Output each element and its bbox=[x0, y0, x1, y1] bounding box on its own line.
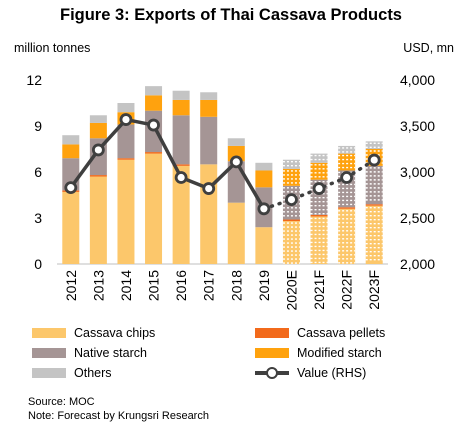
bar-segment-modified-starch bbox=[200, 99, 218, 117]
bar-segment-cassava-chips bbox=[227, 202, 245, 264]
bar-segment-modified-starch bbox=[338, 153, 356, 171]
bar-segment-modified-starch bbox=[282, 168, 300, 186]
right-tick-label: 2,000 bbox=[400, 256, 435, 272]
bar-segment-native-starch bbox=[117, 124, 135, 159]
bar-segment-others bbox=[310, 153, 328, 163]
left-tick-label: 12 bbox=[26, 72, 42, 88]
value-marker bbox=[91, 143, 105, 157]
bar-segment-cassava-pellets bbox=[145, 152, 163, 154]
category-label: 2012 bbox=[63, 270, 79, 301]
right-tick-label: 4,000 bbox=[400, 72, 435, 88]
category-label: 2013 bbox=[90, 270, 106, 301]
bar-segment-cassava-chips bbox=[145, 153, 163, 264]
bar-segment-others bbox=[62, 135, 80, 145]
left-tick-label: 0 bbox=[34, 256, 42, 272]
bar-segment-modified-starch bbox=[310, 162, 328, 180]
value-marker bbox=[312, 182, 326, 195]
bar-segment-others bbox=[365, 141, 383, 149]
bar-segment-others bbox=[117, 103, 135, 113]
category-label: 2021F bbox=[311, 270, 327, 310]
bar-segment-cassava-pellets bbox=[310, 214, 328, 217]
category-label: 2019 bbox=[256, 270, 272, 301]
category-label: 2020E bbox=[283, 270, 299, 310]
value-marker bbox=[202, 182, 216, 195]
bar-segment-cassava-pellets bbox=[172, 164, 190, 166]
bar-forecast-hatch bbox=[311, 215, 328, 217]
chart-title: Figure 3: Exports of Thai Cassava Produc… bbox=[59, 6, 402, 24]
bar-segment-others bbox=[227, 138, 245, 146]
value-marker bbox=[340, 171, 354, 184]
value-marker bbox=[257, 202, 271, 216]
category-label: 2014 bbox=[118, 270, 134, 301]
left-tick-label: 6 bbox=[34, 164, 42, 180]
bar-segment-modified-starch bbox=[255, 170, 273, 188]
bar-forecast-hatch bbox=[338, 207, 355, 209]
bar-segment-cassava-pellets bbox=[89, 175, 107, 177]
bar-segment-others bbox=[172, 90, 190, 100]
bar-segment-cassava-chips bbox=[62, 191, 80, 264]
right-tick-label: 3,500 bbox=[400, 118, 435, 134]
bar-forecast-hatch bbox=[311, 216, 328, 264]
bar-segment-modified-starch bbox=[62, 144, 80, 159]
right-tick-label: 3,000 bbox=[400, 164, 435, 180]
category-label: 2016 bbox=[173, 270, 189, 301]
bar-segment-others bbox=[255, 162, 273, 171]
category-label: 2015 bbox=[146, 270, 162, 301]
value-marker bbox=[64, 181, 78, 195]
bar-segment-modified-starch bbox=[145, 95, 163, 111]
category-label: 2022F bbox=[339, 270, 355, 310]
bar-forecast-hatch bbox=[366, 204, 383, 206]
bar-segment-cassava-chips bbox=[89, 176, 107, 264]
value-marker bbox=[147, 118, 160, 132]
bar-segment-others bbox=[145, 86, 163, 96]
left-tick-label: 3 bbox=[34, 210, 42, 226]
bar-segment-native-starch bbox=[172, 115, 190, 165]
left-tick-label: 9 bbox=[34, 118, 42, 134]
bar-segment-cassava-chips bbox=[172, 165, 190, 264]
right-tick-label: 2,500 bbox=[400, 210, 435, 226]
bar-segment-others bbox=[89, 115, 107, 123]
bar-segment-modified-starch bbox=[89, 122, 107, 139]
bar-segment-cassava-pellets bbox=[282, 219, 300, 222]
bar-forecast-hatch bbox=[283, 220, 300, 222]
bar-segment-native-starch bbox=[200, 116, 218, 165]
bar-segment-others bbox=[200, 92, 218, 100]
bar-segment-cassava-chips bbox=[310, 216, 328, 264]
category-label: 2017 bbox=[201, 270, 217, 301]
source-note: Source: MOC bbox=[28, 396, 95, 408]
bar-segment-others bbox=[282, 159, 300, 169]
bar-segment-cassava-pellets bbox=[338, 207, 356, 209]
left-axis-label: million tonnes bbox=[14, 41, 91, 55]
forecast-note: Note: Forecast by Krungsri Research bbox=[28, 410, 209, 422]
bar-segment-others bbox=[338, 145, 356, 154]
value-marker bbox=[229, 155, 243, 169]
value-marker bbox=[119, 113, 133, 126]
value-marker bbox=[174, 171, 188, 184]
value-marker bbox=[285, 193, 298, 207]
value-marker bbox=[367, 153, 381, 167]
bar-segment-cassava-pellets bbox=[365, 204, 383, 206]
bar-segment-cassava-chips bbox=[117, 159, 135, 264]
right-axis-label: USD, mn bbox=[403, 41, 454, 55]
bar-segment-cassava-chips bbox=[200, 164, 218, 264]
bar-segment-modified-starch bbox=[172, 99, 190, 116]
category-label: 2018 bbox=[228, 270, 244, 301]
bar-segment-cassava-pellets bbox=[117, 158, 135, 160]
bar-forecast-hatch bbox=[338, 209, 355, 264]
category-label: 2023F bbox=[366, 270, 382, 310]
bar-segment-cassava-chips bbox=[255, 227, 273, 264]
